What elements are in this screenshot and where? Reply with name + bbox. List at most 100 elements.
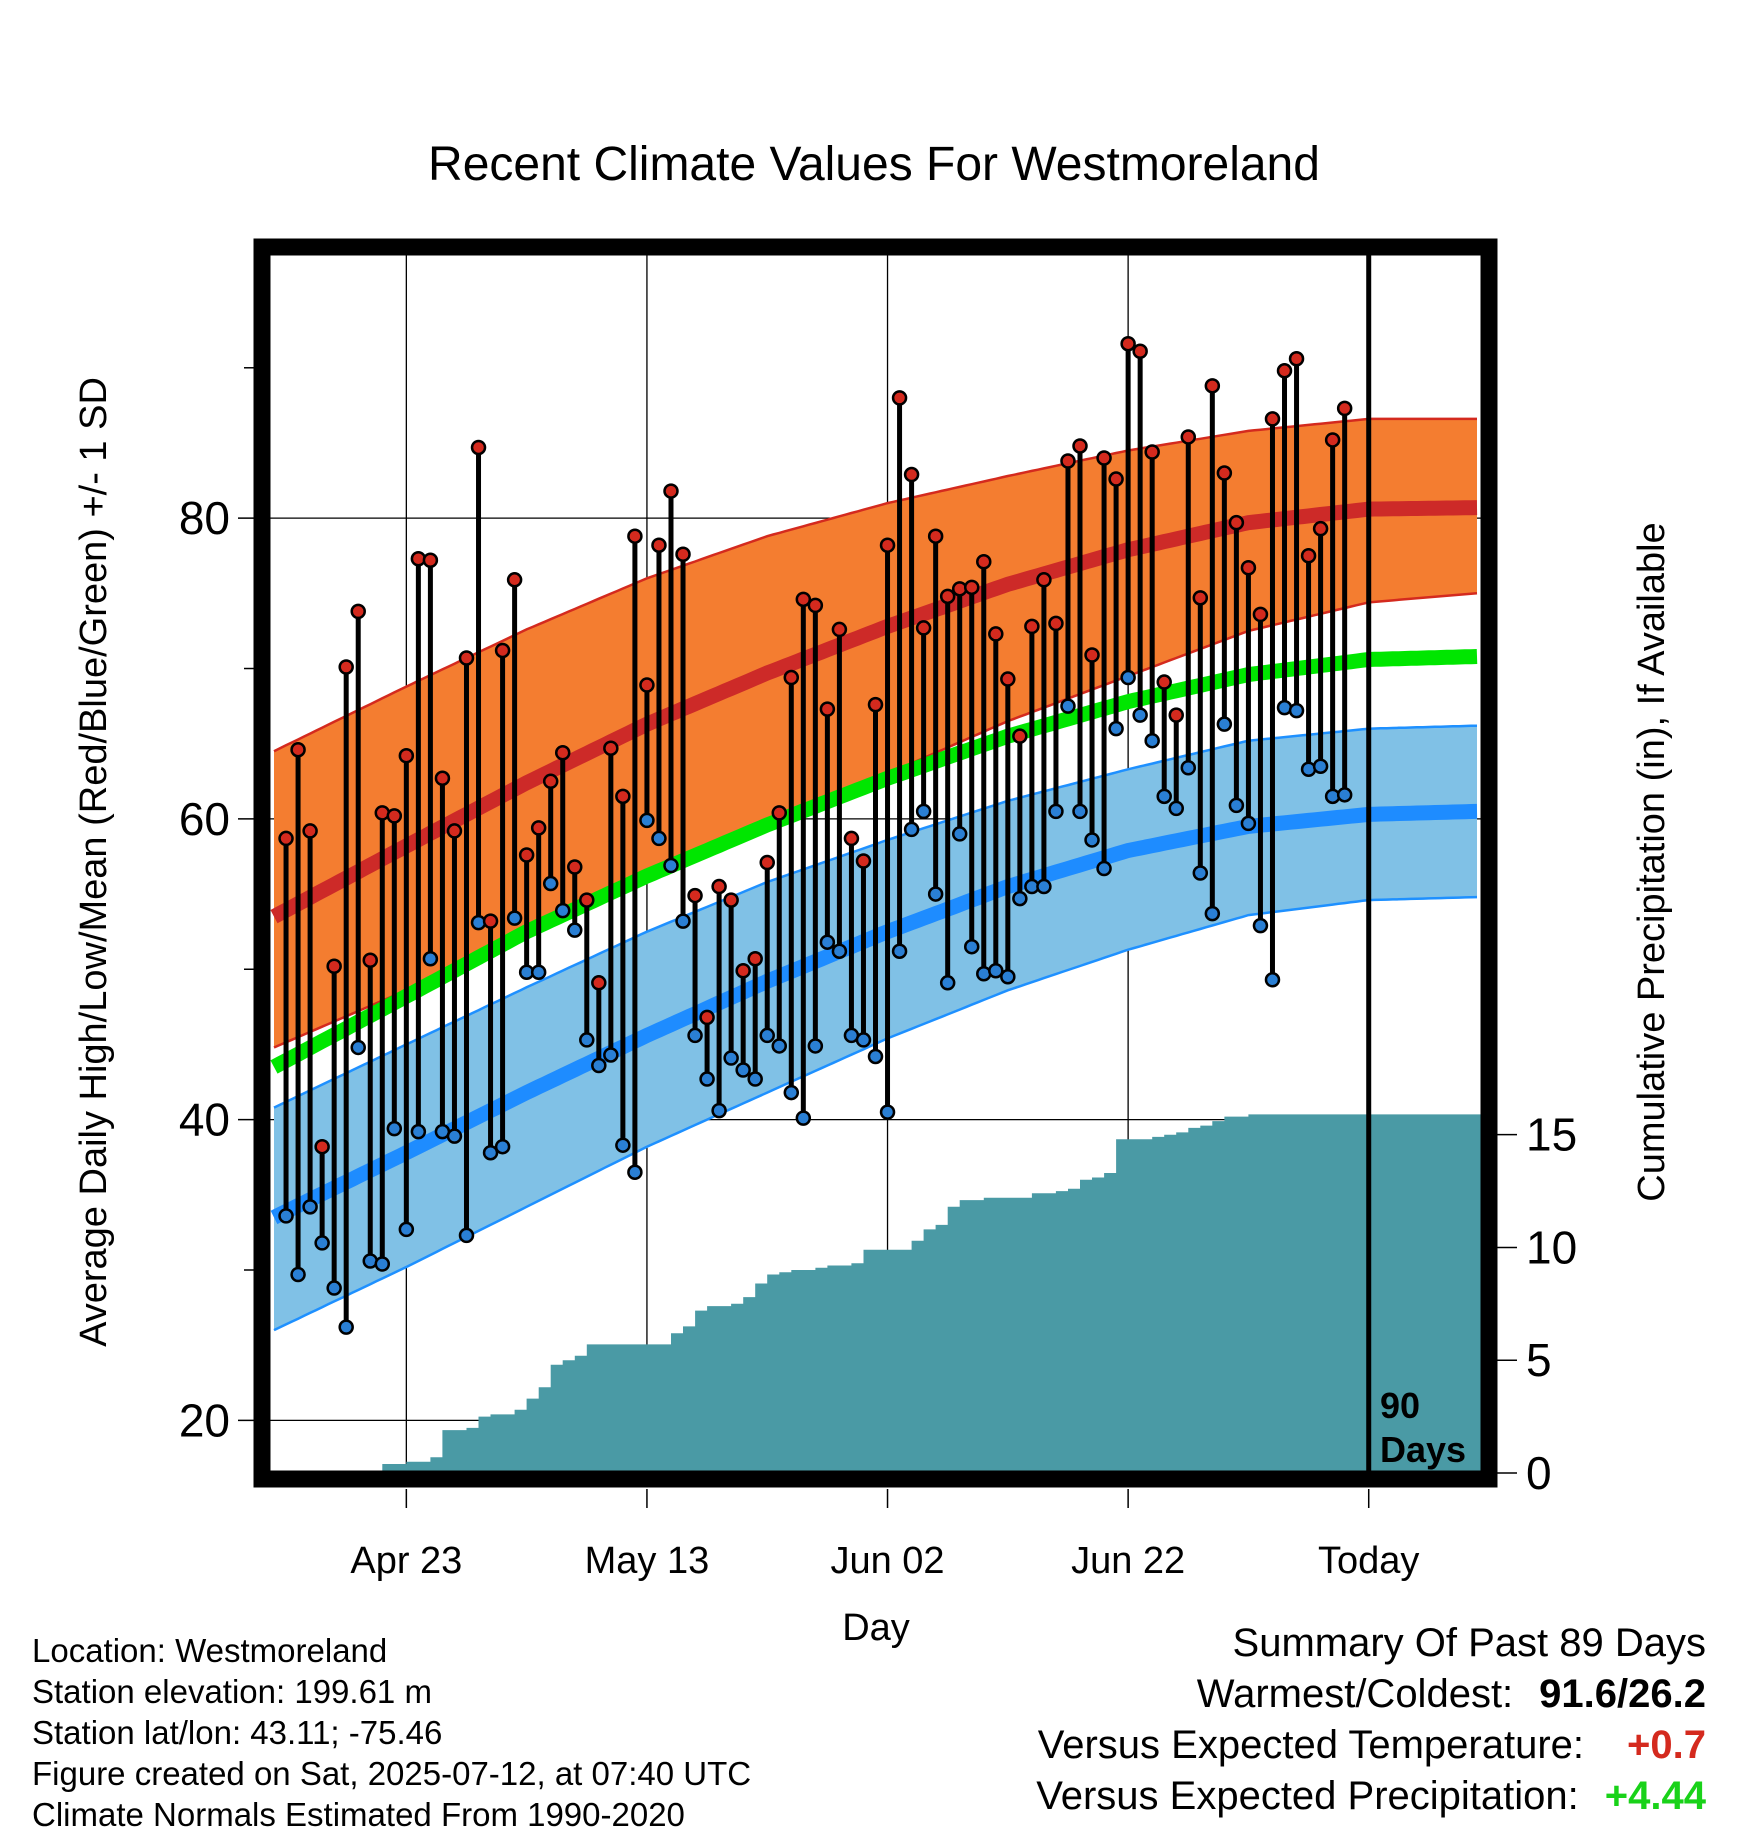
daily-high-point	[603, 740, 619, 756]
x-tick-label: May 13	[585, 1540, 710, 1582]
daily-high-point	[446, 823, 463, 839]
daily-low-point	[1156, 788, 1172, 805]
daily-low-point	[603, 1047, 619, 1063]
daily-high-point	[1132, 343, 1148, 359]
daily-low-point	[747, 1071, 763, 1087]
daily-low-point	[506, 910, 523, 926]
daily-low-point	[554, 902, 571, 919]
daily-low-point	[542, 875, 559, 892]
info-location: Location: Westmoreland	[32, 1632, 388, 1669]
normal-high-band-upper-edge	[273, 417, 1477, 753]
precip-label: Versus Expected Precipitation:	[1036, 1774, 1579, 1818]
daily-high-point	[1108, 471, 1124, 487]
daily-low-point	[1228, 797, 1245, 814]
daily-low-point	[1072, 803, 1088, 820]
daily-low-point	[338, 1319, 354, 1335]
x-tick-label: Jun 02	[830, 1540, 944, 1582]
daily-high-point	[1336, 400, 1353, 417]
daily-high-point	[1192, 590, 1209, 606]
daily-high-point	[891, 390, 908, 406]
daily-high-point	[1324, 432, 1341, 448]
daily-high-point	[735, 963, 751, 979]
daily-high-point	[567, 859, 583, 875]
daily-high-point	[398, 747, 415, 764]
y-tick-label: 40	[179, 1094, 230, 1146]
daily-high-point	[1228, 514, 1245, 531]
daily-low-point	[879, 1104, 896, 1120]
daily-low-point	[675, 913, 691, 929]
daily-high-point	[819, 701, 836, 717]
daily-high-point	[627, 528, 643, 544]
x-tick-label: Apr 23	[350, 1540, 462, 1582]
info-normals: Climate Normals Estimated From 1990-2020	[32, 1796, 685, 1833]
daily-high-point	[1156, 674, 1172, 690]
daily-low-point	[494, 1138, 511, 1155]
daily-low-point	[1120, 669, 1136, 686]
daily-low-point	[831, 943, 848, 959]
daily-high-point	[1012, 728, 1028, 744]
daily-low-point	[579, 1032, 595, 1048]
precip-value: +4.44	[1604, 1774, 1706, 1818]
daily-high-point	[470, 439, 487, 456]
daily-high-point	[506, 572, 523, 588]
daily-low-point	[1204, 905, 1221, 922]
daily-low-point	[374, 1256, 391, 1272]
warm-cold-value: 91.6/26.2	[1539, 1672, 1706, 1716]
daily-high-point	[458, 650, 475, 666]
daily-low-point	[1144, 732, 1160, 749]
y-axis-label: Average Daily High/Low/Mean (Red/Blue/Gr…	[73, 377, 115, 1347]
daily-high-point	[518, 847, 535, 863]
daily-high-point	[1264, 411, 1281, 427]
y2-tick-label: 15	[1526, 1109, 1577, 1161]
summary-heading: Summary Of Past 89 Days	[1232, 1621, 1706, 1665]
daily-high-point	[867, 696, 884, 713]
daily-low-point	[1048, 803, 1064, 820]
daily-low-point	[771, 1038, 788, 1054]
y-tick-label: 20	[179, 1394, 230, 1446]
daily-low-point	[651, 830, 667, 847]
daily-high-point	[699, 1009, 715, 1026]
daily-low-point	[410, 1123, 427, 1140]
daily-high-point	[350, 603, 366, 620]
daily-low-point	[314, 1235, 330, 1251]
daily-high-point	[326, 958, 342, 975]
daily-low-point	[1216, 716, 1233, 732]
daily-low-point	[326, 1280, 342, 1296]
y2-tick-label: 10	[1526, 1221, 1577, 1273]
daily-low-point	[278, 1208, 294, 1224]
daily-low-point	[1264, 972, 1281, 988]
daily-high-point	[927, 528, 944, 544]
daily-high-point	[675, 546, 691, 562]
daily-high-point	[1168, 707, 1184, 723]
daily-high-point	[1240, 560, 1257, 576]
daily-low-point	[422, 950, 439, 967]
station-info: Location: Westmoreland Station elevation…	[32, 1630, 751, 1835]
daily-high-point	[1276, 363, 1293, 379]
daily-high-point	[795, 591, 812, 608]
daily-low-point	[350, 1039, 366, 1056]
daily-low-point	[663, 857, 679, 874]
y-tick-label: 60	[179, 793, 230, 845]
daily-high-point	[1072, 438, 1088, 454]
daily-high-point	[434, 770, 451, 787]
today-days-label: 90 Days	[1380, 1385, 1466, 1470]
daily-high-point	[663, 483, 679, 499]
daily-low-point	[855, 1032, 872, 1048]
daily-low-point	[1036, 878, 1052, 895]
daily-high-point	[1000, 671, 1016, 687]
daily-high-point	[314, 1138, 330, 1155]
daily-high-point	[338, 659, 354, 675]
daily-high-point	[386, 808, 403, 824]
daily-high-point	[278, 830, 294, 847]
daily-high-point	[1252, 606, 1269, 623]
daily-high-point	[855, 853, 872, 869]
daily-high-point	[422, 552, 439, 569]
daily-high-point	[615, 788, 631, 805]
daily-high-point	[843, 830, 860, 847]
daily-low-point	[1240, 815, 1257, 832]
daily-high-point	[1060, 453, 1076, 469]
temp-label: Versus Expected Temperature:	[1037, 1723, 1584, 1767]
daily-high-point	[1216, 465, 1233, 481]
daily-low-point	[988, 963, 1004, 979]
daily-high-point	[362, 952, 379, 968]
